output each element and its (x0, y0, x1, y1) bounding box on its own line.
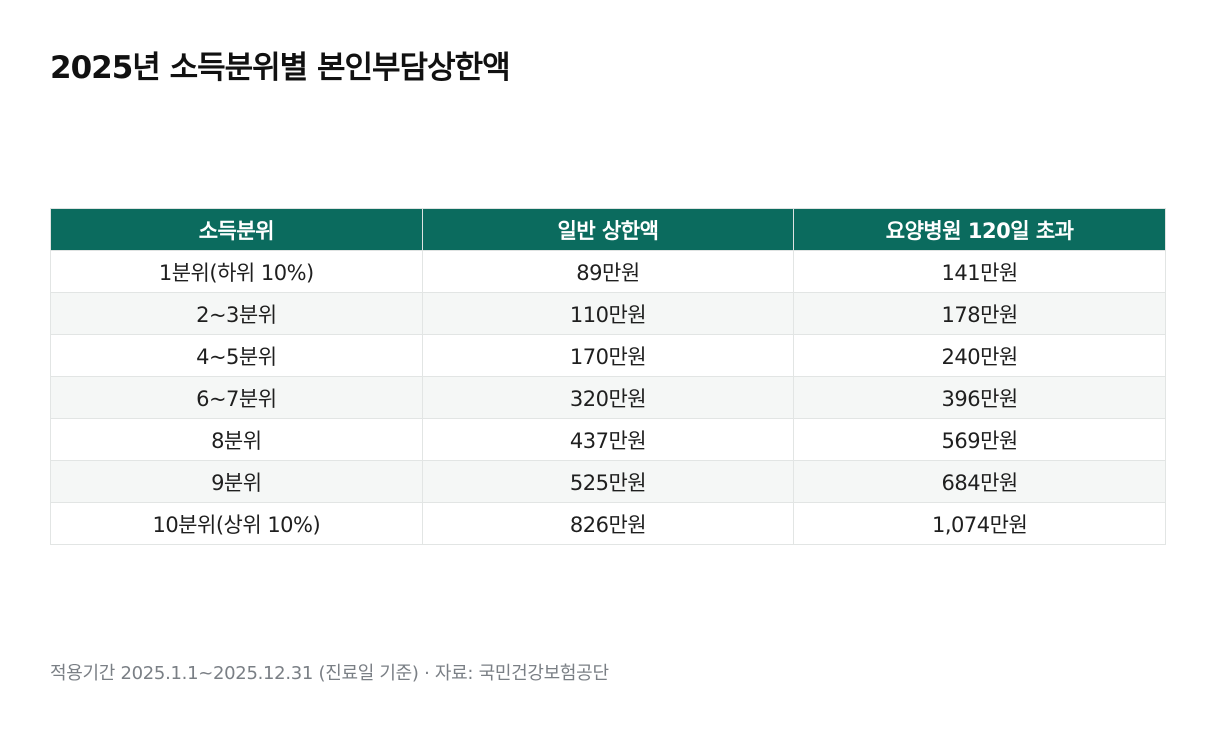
table-row: 2~3분위 110만원 178만원 (50, 292, 1166, 335)
table-header-row: 소득분위 일반 상한액 요양병원 120일 초과 (50, 208, 1166, 251)
limit-table-container: 소득분위 일반 상한액 요양병원 120일 초과 1분위(하위 10%) 89만… (50, 208, 1166, 545)
cell-nursing-hospital-limit: 684만원 (793, 460, 1166, 503)
cell-general-limit: 110만원 (421, 292, 795, 335)
cell-nursing-hospital-limit: 240만원 (793, 334, 1166, 377)
cell-income-bracket: 10분위(상위 10%) (50, 502, 423, 545)
table-row: 9분위 525만원 684만원 (50, 460, 1166, 503)
cell-general-limit: 525만원 (421, 460, 795, 503)
table-row: 10분위(상위 10%) 826만원 1,074만원 (50, 502, 1166, 545)
cell-nursing-hospital-limit: 396만원 (793, 376, 1166, 419)
cell-nursing-hospital-limit: 1,074만원 (793, 502, 1166, 545)
cell-income-bracket: 8분위 (50, 418, 423, 461)
table-row: 8분위 437만원 569만원 (50, 418, 1166, 461)
cell-general-limit: 320만원 (421, 376, 795, 419)
cell-income-bracket: 4~5분위 (50, 334, 423, 377)
cell-general-limit: 437만원 (421, 418, 795, 461)
cell-general-limit: 170만원 (421, 334, 795, 377)
table-row: 1분위(하위 10%) 89만원 141만원 (50, 250, 1166, 293)
cell-income-bracket: 2~3분위 (50, 292, 423, 335)
cell-income-bracket: 9분위 (50, 460, 423, 503)
header-general-limit: 일반 상한액 (421, 208, 795, 251)
cell-income-bracket: 1분위(하위 10%) (50, 250, 423, 293)
cell-nursing-hospital-limit: 178만원 (793, 292, 1166, 335)
source-footnote: 적용기간 2025.1.1~2025.12.31 (진료일 기준) · 자료: … (50, 663, 609, 684)
limit-table: 소득분위 일반 상한액 요양병원 120일 초과 1분위(하위 10%) 89만… (50, 208, 1166, 545)
table-row: 6~7분위 320만원 396만원 (50, 376, 1166, 419)
page-title: 2025년 소득분위별 본인부담상한액 (50, 50, 511, 86)
header-income-bracket: 소득분위 (50, 208, 423, 251)
cell-nursing-hospital-limit: 569만원 (793, 418, 1166, 461)
cell-income-bracket: 6~7분위 (50, 376, 423, 419)
header-nursing-hospital-limit: 요양병원 120일 초과 (793, 208, 1166, 251)
cell-general-limit: 826만원 (421, 502, 795, 545)
cell-general-limit: 89만원 (421, 250, 795, 293)
table-row: 4~5분위 170만원 240만원 (50, 334, 1166, 377)
cell-nursing-hospital-limit: 141만원 (793, 250, 1166, 293)
